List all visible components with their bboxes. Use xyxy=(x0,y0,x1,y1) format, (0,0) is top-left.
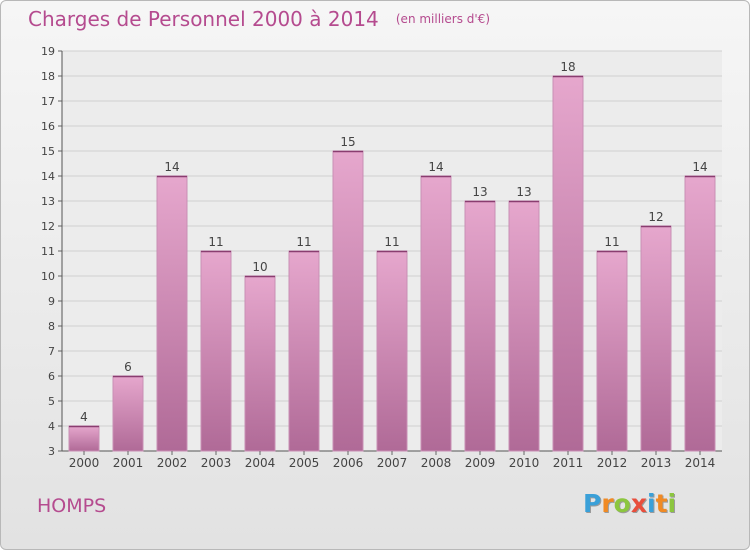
x-tick-label: 2003 xyxy=(201,456,232,470)
x-tick-label: 2002 xyxy=(157,456,188,470)
bar xyxy=(640,225,672,452)
bar xyxy=(684,175,716,452)
bar-value-label: 6 xyxy=(124,360,132,374)
x-tick-label: 2011 xyxy=(553,456,584,470)
y-tick-label: 6 xyxy=(48,370,55,383)
x-tick-label: 2001 xyxy=(113,456,144,470)
bar xyxy=(112,375,144,452)
y-tick-label: 3 xyxy=(48,445,55,458)
logo-letter: i xyxy=(647,489,656,518)
bar xyxy=(376,250,408,452)
x-tick-label: 2000 xyxy=(69,456,100,470)
proxiti-logo: Proxiti xyxy=(583,489,676,518)
x-tick-label: 2010 xyxy=(509,456,540,470)
city-name: HOMPS xyxy=(37,495,107,517)
x-tick-label: 2008 xyxy=(421,456,452,470)
y-tick-label: 12 xyxy=(41,220,55,233)
x-tick-label: 2013 xyxy=(641,456,672,470)
bar xyxy=(464,200,496,452)
bar-value-label: 4 xyxy=(80,410,88,424)
y-tick-label: 17 xyxy=(41,95,55,108)
bar xyxy=(156,175,188,452)
bar-value-label: 14 xyxy=(428,160,443,174)
bar-value-label: 13 xyxy=(516,185,531,199)
bar-value-label: 18 xyxy=(560,60,575,74)
y-tick-label: 8 xyxy=(48,320,55,333)
bar-value-label: 10 xyxy=(252,260,267,274)
y-tick-label: 11 xyxy=(41,245,55,258)
bar xyxy=(420,175,452,452)
y-tick-label: 7 xyxy=(48,345,55,358)
bar xyxy=(332,150,364,452)
y-tick-label: 19 xyxy=(41,45,55,58)
bar xyxy=(508,200,540,452)
y-tick-label: 18 xyxy=(41,70,55,83)
bar-value-label: 14 xyxy=(692,160,707,174)
y-tick-label: 10 xyxy=(41,270,55,283)
y-tick-label: 15 xyxy=(41,145,55,158)
bar xyxy=(244,275,276,452)
chart-unit: (en milliers d'€) xyxy=(395,12,490,26)
x-tick-label: 2006 xyxy=(333,456,364,470)
y-tick-label: 14 xyxy=(41,170,55,183)
bar-value-label: 14 xyxy=(164,160,179,174)
bar xyxy=(552,75,584,452)
y-tick-label: 13 xyxy=(41,195,55,208)
x-tick-label: 2005 xyxy=(289,456,320,470)
bar-value-label: 11 xyxy=(604,235,619,249)
x-tick-label: 2014 xyxy=(685,456,716,470)
chart-title-block: Charges de Personnel 2000 à 2014 (en mil… xyxy=(28,7,490,31)
logo-letter: x xyxy=(630,489,647,518)
bar xyxy=(200,250,232,452)
y-tick-label: 4 xyxy=(48,420,55,433)
chart-title: Charges de Personnel 2000 à 2014 xyxy=(28,7,379,31)
bar-value-label: 15 xyxy=(340,135,355,149)
y-tick-label: 5 xyxy=(48,395,55,408)
logo-letter: i xyxy=(667,489,677,518)
y-tick-label: 9 xyxy=(48,295,55,308)
logo-letter: P xyxy=(583,489,602,518)
logo-letter: o xyxy=(613,489,631,518)
x-tick-label: 2009 xyxy=(465,456,496,470)
bar-value-label: 11 xyxy=(384,235,399,249)
bar xyxy=(288,250,320,452)
y-tick-label: 16 xyxy=(41,120,55,133)
logo-letter: t xyxy=(655,489,668,518)
bar xyxy=(68,425,100,452)
bar-value-label: 11 xyxy=(296,235,311,249)
x-tick-label: 2004 xyxy=(245,456,276,470)
logo-letter: r xyxy=(601,489,614,518)
x-tick-label: 2007 xyxy=(377,456,408,470)
bar xyxy=(596,250,628,452)
bar-value-label: 12 xyxy=(648,210,663,224)
x-tick-label: 2012 xyxy=(597,456,628,470)
bar-value-label: 13 xyxy=(472,185,487,199)
bar-value-label: 11 xyxy=(208,235,223,249)
